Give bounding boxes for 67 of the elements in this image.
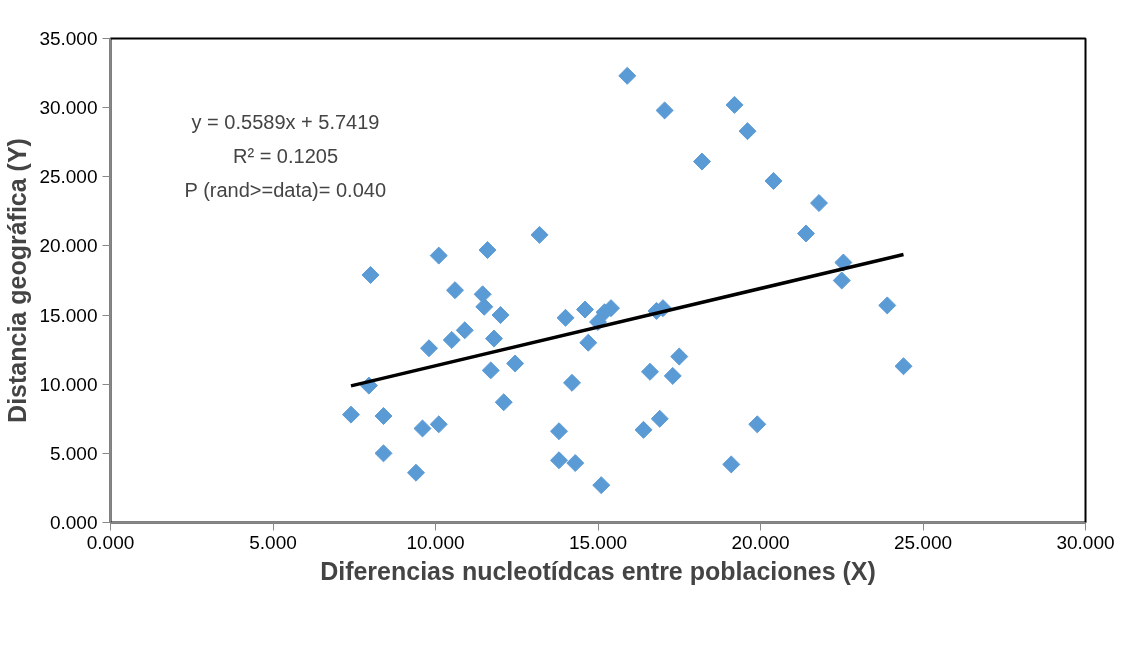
point (670, 347, 689, 366)
point (374, 444, 393, 463)
point (764, 171, 783, 190)
point (832, 271, 851, 290)
x-tick-label: 10.000 (406, 531, 465, 553)
point (478, 241, 497, 260)
x-tick-label: 5.000 (249, 531, 297, 553)
y-tick-label: 0.000 (49, 512, 98, 533)
point (563, 373, 581, 392)
point (485, 329, 503, 348)
point (429, 246, 448, 265)
x-tick-label: 0.000 (86, 531, 135, 553)
x-tick-label: 30.000 (1056, 531, 1115, 553)
point (442, 330, 461, 349)
point (550, 451, 568, 470)
point (655, 101, 674, 120)
y-tick-label: 20.000 (39, 235, 98, 257)
point (878, 296, 897, 315)
point (473, 285, 492, 304)
point (506, 354, 525, 373)
point (550, 422, 568, 441)
point (455, 321, 474, 340)
x-axis-title: Diferencias nucleotídcas entre poblaciones (X) (320, 556, 876, 585)
point (576, 300, 594, 319)
point (592, 476, 611, 495)
x-tick-label: 15.000 (568, 531, 628, 553)
point (420, 339, 438, 358)
point (413, 419, 432, 438)
point (446, 281, 464, 300)
point (894, 357, 913, 376)
point (722, 455, 741, 474)
y-tick-label: 35.000 (39, 28, 98, 49)
annotation: P (rand>=data)= 0.040 (184, 178, 387, 201)
point (530, 225, 549, 244)
point (634, 420, 653, 439)
y-tick-label: 10.000 (39, 373, 98, 395)
point (738, 122, 757, 141)
point (361, 265, 380, 284)
x-tick-label: 25.000 (893, 531, 953, 553)
point (429, 415, 448, 434)
point (481, 361, 500, 380)
point (641, 362, 659, 381)
point (494, 393, 513, 412)
point (556, 308, 575, 327)
point (491, 306, 510, 325)
point (374, 407, 393, 426)
y-tick-label: 25.000 (39, 166, 98, 188)
point (407, 463, 425, 482)
point (663, 366, 682, 385)
y-tick-label: 30.000 (39, 97, 98, 119)
point (618, 66, 637, 85)
point (810, 194, 828, 213)
point (579, 333, 598, 352)
y-tick-label: 5.000 (49, 442, 98, 464)
y-tick-label: 15.000 (39, 304, 98, 326)
point (797, 224, 815, 243)
point (748, 415, 767, 434)
point (725, 95, 744, 114)
point (566, 454, 585, 473)
point (342, 405, 360, 424)
annotation: y = 0.5589x + 5.7419 (191, 110, 380, 133)
annotation: R² = 0.1205 (232, 144, 339, 167)
y-axis-title: Distancia geográfica (Y) (3, 138, 32, 423)
point (693, 152, 711, 171)
point (475, 297, 494, 316)
x-tick-label: 20.000 (731, 531, 790, 553)
point (650, 409, 669, 428)
